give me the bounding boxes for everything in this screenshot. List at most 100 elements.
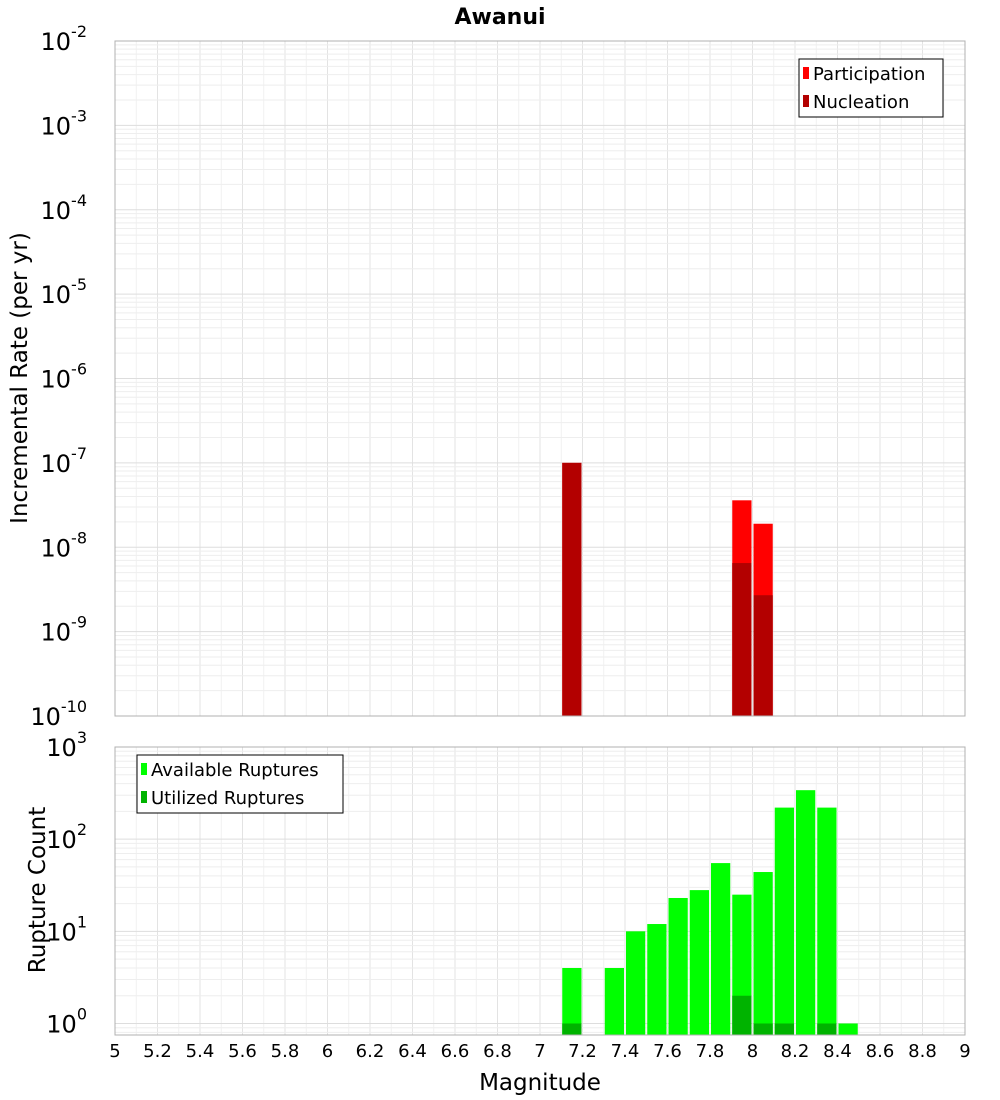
y-tick-label-base: 10: [41, 281, 72, 309]
y-tick-label: 10-7: [41, 444, 88, 478]
bar-utilized-ruptures: [817, 1023, 837, 1035]
y-tick-label-base: 10: [41, 619, 72, 647]
y-tick-label-exponent: 2: [77, 820, 87, 839]
plot-frame: [114, 746, 966, 1036]
x-tick-label: 6.4: [398, 1041, 427, 1062]
legend-label: Nucleation: [813, 92, 909, 113]
x-tick-label: 5.6: [228, 1041, 257, 1062]
y-tick-label: 10-4: [41, 191, 88, 225]
bar-available-ruptures: [689, 890, 709, 1035]
y-tick-label-exponent: -9: [71, 613, 87, 632]
legend-swatch: [141, 763, 147, 775]
bar-available-ruptures: [774, 807, 794, 1035]
legend: Available Ruptures Utilized Ruptures: [136, 754, 344, 814]
x-tick-labels: 5 5.2 5.4 5.6 5.8 6 6.2 6.4 6.6 6.8 7 7.2 7.4 7.6 7.8 8…: [109, 1041, 970, 1062]
legend-swatch: [803, 67, 809, 79]
y-tick-label-exponent: 1: [77, 912, 87, 931]
y-tick-label-base: 10: [30, 703, 61, 731]
x-tick-label: 8: [747, 1041, 758, 1062]
legend-box: [136, 754, 344, 814]
bars: [562, 462, 773, 716]
bar-available-ruptures: [562, 967, 582, 1035]
x-tick-label: 6.2: [356, 1041, 385, 1062]
x-tick-label: 7.4: [611, 1041, 640, 1062]
x-tick-label: 8.6: [866, 1041, 895, 1062]
y-tick-label-base: 10: [46, 826, 77, 854]
y-tick-label-base: 10: [41, 366, 72, 394]
y-tick-label: 10-3: [41, 106, 88, 140]
legend-label: Utilized Ruptures: [151, 788, 304, 809]
y-tick-label-exponent: -7: [71, 444, 87, 463]
bar-utilized-ruptures: [774, 1023, 794, 1035]
y-tick-label-exponent: -3: [71, 106, 87, 125]
y-tick-label-exponent: 3: [77, 728, 87, 747]
bar-nucleation: [562, 462, 582, 716]
bar-nucleation: [732, 563, 752, 716]
legend-label: Available Ruptures: [151, 760, 319, 781]
bar-nucleation: [753, 595, 773, 716]
bar-available-ruptures: [838, 1023, 858, 1035]
y-tick-label: 100: [46, 1004, 87, 1038]
chart-title: Awanui: [454, 5, 545, 30]
x-tick-label: 5.2: [143, 1041, 172, 1062]
y-tick-label-base: 10: [41, 28, 72, 56]
bar-utilized-ruptures: [562, 1023, 582, 1035]
bar-available-ruptures: [668, 897, 688, 1035]
legend-swatch: [803, 95, 809, 107]
bar-available-ruptures: [647, 924, 667, 1035]
y-tick-label-base: 10: [41, 197, 72, 225]
y-axis-title-rate: Incremental Rate (per yr): [7, 232, 33, 524]
y-tick-label: 101: [46, 912, 87, 946]
y-tick-label: 10-2: [41, 22, 88, 56]
y-tick-label: 10-10: [30, 697, 87, 731]
y-tick-label: 10-5: [41, 275, 88, 309]
x-tick-label: 5.4: [186, 1041, 215, 1062]
y-tick-label: 102: [46, 820, 87, 854]
x-axis-title: Magnitude: [479, 1070, 601, 1096]
x-tick-label: 9: [959, 1041, 970, 1062]
x-tick-label: 8.8: [908, 1041, 937, 1062]
y-tick-label-base: 10: [46, 1010, 77, 1038]
bar-available-ruptures: [626, 931, 646, 1035]
x-tick-label: 5.8: [271, 1041, 300, 1062]
grid-lines: [114, 40, 966, 717]
y-tick-label-exponent: -10: [61, 697, 87, 716]
x-tick-label: 7.6: [653, 1041, 682, 1062]
bar-available-ruptures: [796, 790, 816, 1035]
bar-utilized-ruptures: [753, 1023, 773, 1035]
x-tick-label: 7.2: [568, 1041, 597, 1062]
bar-available-ruptures: [753, 872, 773, 1035]
x-tick-label: 8.2: [781, 1041, 810, 1062]
y-tick-label: 10-9: [41, 613, 88, 647]
x-tick-label: 7.8: [696, 1041, 725, 1062]
y-tick-label-base: 10: [46, 734, 77, 762]
x-tick-label: 6: [322, 1041, 333, 1062]
y-tick-label-exponent: -2: [71, 22, 87, 41]
x-tick-label: 7: [534, 1041, 545, 1062]
x-tick-label: 6.8: [483, 1041, 512, 1062]
y-tick-label-exponent: -6: [71, 360, 87, 379]
y-tick-label: 103: [46, 728, 87, 762]
y-tick-label-exponent: 0: [77, 1004, 87, 1023]
legend: Participation Nucleation: [798, 58, 944, 118]
x-tick-label: 8.4: [823, 1041, 852, 1062]
y-tick-label-base: 10: [41, 450, 72, 478]
legend-label: Participation: [813, 64, 925, 85]
y-tick-label: 10-6: [41, 360, 88, 394]
bar-utilized-ruptures: [732, 995, 752, 1035]
plot-frame: [114, 40, 966, 717]
y-tick-label-exponent: -8: [71, 528, 87, 547]
y-tick-label-base: 10: [41, 534, 72, 562]
legend-box: [798, 58, 944, 118]
bar-available-ruptures: [817, 807, 837, 1035]
bars: [562, 790, 858, 1035]
bar-available-ruptures: [604, 967, 624, 1035]
rate-plot: 10-210-310-410-510-610-710-810-910-10Par…: [30, 22, 966, 731]
bar-available-ruptures: [711, 863, 731, 1035]
y-tick-label-exponent: -5: [71, 275, 87, 294]
x-tick-label: 6.6: [441, 1041, 470, 1062]
y-axis-title-count: Rupture Count: [25, 807, 51, 973]
